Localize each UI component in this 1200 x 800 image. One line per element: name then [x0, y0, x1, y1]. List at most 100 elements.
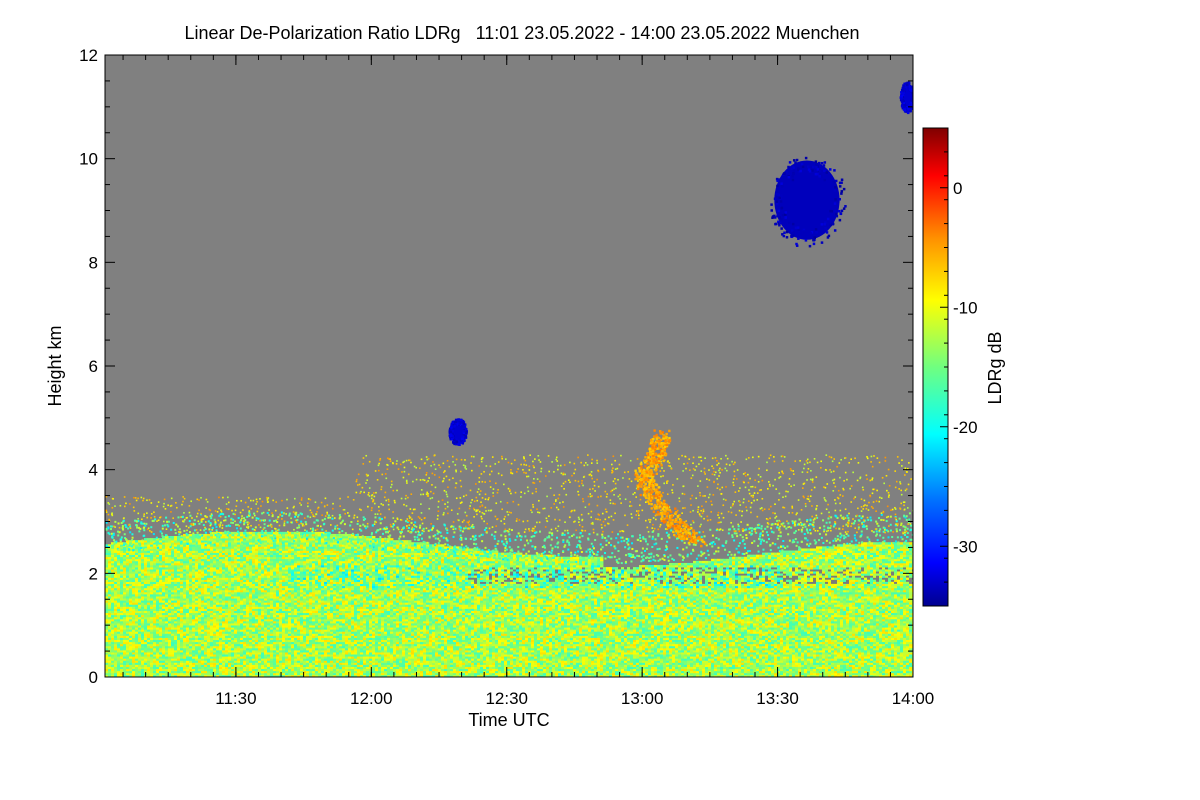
ldr-cell	[204, 658, 207, 660]
ldr-cell	[138, 565, 141, 567]
ldr-cell	[111, 654, 114, 656]
ldr-cell	[132, 600, 135, 602]
ldr-cell	[129, 660, 132, 662]
ldr-cell	[174, 538, 177, 540]
ldr-cell	[204, 660, 207, 662]
ldr-cell	[105, 665, 108, 667]
ldr-cell	[186, 592, 189, 594]
ldr-cell	[111, 607, 114, 609]
ldr-cell	[144, 600, 147, 602]
ldr-cell	[117, 590, 120, 592]
ldr-cell	[204, 631, 207, 633]
ldr-cell	[183, 652, 186, 654]
ldr-cell	[177, 629, 180, 631]
ldr-cell	[183, 571, 186, 573]
ldr-cell	[114, 652, 117, 654]
ldr-cell	[174, 621, 177, 623]
ldr-cell	[144, 640, 147, 642]
ldr-cell	[135, 594, 138, 596]
ldr-cell	[204, 609, 207, 611]
ldr-cell	[204, 665, 207, 667]
ldr-cell	[141, 673, 144, 675]
ldr-cell	[180, 621, 183, 623]
ldr-cell	[111, 577, 114, 579]
ldr-cell	[123, 600, 126, 602]
ldr-cell	[159, 596, 162, 598]
ldr-cell	[156, 611, 159, 613]
ldr-cell	[204, 546, 207, 548]
ldr-cell	[132, 580, 135, 582]
ldr-cell	[201, 588, 204, 590]
ldr-cell	[201, 542, 204, 544]
ldr-cell	[168, 582, 171, 584]
ldr-cell	[180, 563, 183, 565]
ldr-cell	[135, 604, 138, 606]
ldr-cell	[168, 656, 171, 658]
ldr-cell	[126, 557, 129, 559]
ldr-cell	[144, 621, 147, 623]
ldr-cell	[111, 650, 114, 652]
ldr-cell	[177, 569, 180, 571]
ldr-cell	[162, 569, 165, 571]
ldr-cell	[135, 592, 138, 594]
ldr-cell	[186, 638, 189, 640]
ldr-cell	[129, 602, 132, 604]
ldr-cell	[168, 575, 171, 577]
ldr-cell	[111, 617, 114, 619]
ldr-cell	[180, 565, 183, 567]
ldr-cell	[189, 592, 192, 594]
ldr-cell	[111, 636, 114, 638]
ldr-cell	[153, 600, 156, 602]
ldr-cell	[120, 609, 123, 611]
ldr-cell	[108, 586, 111, 588]
ldr-cell	[156, 623, 159, 625]
ldr-cell	[117, 673, 120, 675]
ldr-cell	[153, 559, 156, 561]
ldr-cell	[171, 636, 174, 638]
ldr-cell	[183, 559, 186, 561]
ldr-cell	[111, 596, 114, 598]
ldr-cell	[132, 615, 135, 617]
ldr-cell	[207, 656, 210, 658]
ldr-cell	[123, 563, 126, 565]
ldr-cell	[189, 662, 192, 664]
ldr-cell	[210, 536, 213, 538]
ldr-cell	[165, 621, 168, 623]
ldr-cell	[147, 565, 150, 567]
ldr-cell	[162, 654, 165, 656]
ldr-cell	[207, 631, 210, 633]
ldr-cell	[201, 567, 204, 569]
ldr-cell	[117, 607, 120, 609]
ldr-cell	[120, 604, 123, 606]
ldr-cell	[177, 563, 180, 565]
ldr-cell	[204, 673, 207, 675]
ldr-cell	[114, 654, 117, 656]
ldr-cell	[162, 638, 165, 640]
ldr-cell	[180, 623, 183, 625]
ldr-cell	[111, 658, 114, 660]
ldr-cell	[147, 640, 150, 642]
ldr-cell	[138, 671, 141, 673]
ldr-cell	[138, 648, 141, 650]
ldr-cell	[162, 615, 165, 617]
ldr-cell	[135, 546, 138, 548]
ldr-cell	[198, 617, 201, 619]
ldr-cell	[129, 662, 132, 664]
ldr-cell	[177, 607, 180, 609]
ldr-cell	[114, 662, 117, 664]
ldr-cell	[111, 555, 114, 557]
ldr-cell	[171, 654, 174, 656]
ldr-cell	[156, 584, 159, 586]
ldr-cell	[201, 598, 204, 600]
ldr-cell	[126, 648, 129, 650]
ldr-cell	[201, 596, 204, 598]
ldr-cell	[114, 646, 117, 648]
ldr-cell	[159, 625, 162, 627]
ldr-cell	[177, 636, 180, 638]
ldr-cell	[144, 577, 147, 579]
ldr-cell	[192, 669, 195, 671]
ldr-cell	[177, 611, 180, 613]
ldr-cell	[144, 654, 147, 656]
ldr-cell	[207, 553, 210, 555]
ldr-cell	[138, 561, 141, 563]
